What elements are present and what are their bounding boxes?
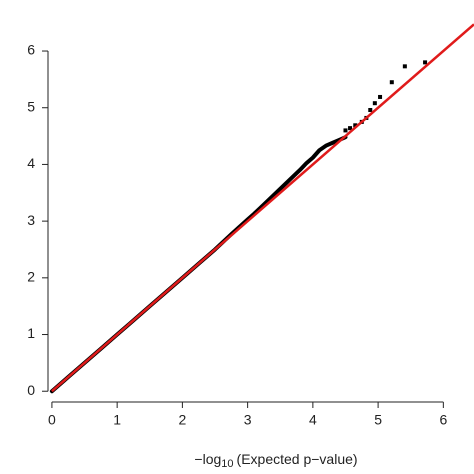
qq-point (378, 94, 383, 99)
qq-point (402, 64, 407, 69)
y-tick-label: 6 (27, 42, 35, 58)
x-tick-label: 3 (244, 412, 252, 428)
qq-point (348, 126, 353, 131)
y-tick-label: 3 (27, 212, 35, 228)
x-label-prefix: −log (194, 451, 221, 467)
x-tick-label: 6 (439, 412, 447, 428)
x-tick-label: 0 (48, 412, 56, 428)
reference-line (51, 23, 474, 393)
y-tick-label: 4 (27, 155, 35, 171)
y-tick-label: 1 (27, 325, 35, 341)
y-tick-label: 5 (27, 98, 35, 114)
x-label-text: (Expected p−value) (237, 451, 358, 467)
qq-point (368, 107, 373, 112)
qq-point (423, 60, 428, 65)
y-tick-label: 2 (27, 269, 35, 285)
x-tick-label: 2 (178, 412, 186, 428)
qq-point (343, 128, 348, 133)
qq-point (353, 123, 358, 128)
qq-point (372, 101, 377, 106)
x-label-subscript: 10 (221, 458, 233, 470)
x-tick-label: 5 (374, 412, 382, 428)
x-tick-label: 4 (309, 412, 317, 428)
qq-point (389, 80, 394, 85)
y-tick-label: 0 (27, 382, 35, 398)
x-tick-label: 1 (113, 412, 121, 428)
x-axis-label: −log10 (Expected p−value) (194, 451, 357, 470)
